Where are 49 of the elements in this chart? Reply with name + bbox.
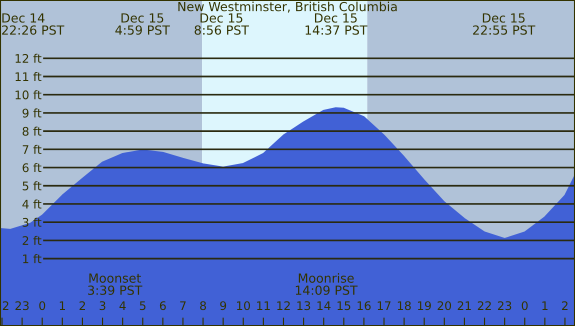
x-tick-label: 11	[257, 301, 270, 310]
chart-title: New Westminster, British Columbia	[178, 2, 397, 13]
annotation: Dec 15 4:59 PST	[115, 13, 170, 35]
x-tick-label: 17	[378, 301, 391, 310]
x-tick-label: 0	[39, 301, 46, 310]
annotation: Moonset 3:39 PST	[88, 274, 142, 295]
y-tick-label: 5 ft	[22, 181, 42, 190]
annotation: Dec 14 22:26 PST	[2, 13, 64, 35]
y-tick-label: 12 ft	[16, 54, 42, 63]
x-tick-label: 8	[200, 301, 206, 310]
y-tick-label: 2 ft	[22, 236, 42, 245]
x-tick-label: 9	[220, 301, 226, 310]
x-tick-label: 13	[297, 301, 310, 310]
y-tick-label: 7 ft	[22, 144, 42, 154]
annotation: Moonrise 14:09 PST	[296, 273, 358, 295]
x-tick-label: 16	[358, 301, 371, 310]
x-tick-label: 2	[562, 301, 568, 310]
y-tick-label: 9 ft	[22, 108, 42, 118]
y-tick-label: 1 ft	[23, 254, 42, 264]
y-tick-label: 3 ft	[22, 218, 42, 227]
x-tick-label: 1	[542, 301, 548, 310]
y-tick-label: 10 ft	[16, 90, 42, 100]
x-tick-label: 12	[277, 301, 290, 310]
x-tick-label: 5	[140, 301, 146, 310]
x-tick-label: 15	[338, 301, 350, 310]
x-tick-label: 22	[478, 301, 491, 310]
x-tick-label: 6	[160, 301, 166, 310]
annotation: Dec 15 14:37 PST	[306, 13, 368, 35]
x-tick-label: 1	[60, 301, 65, 310]
x-tick-label: 19	[418, 301, 431, 310]
y-tick-label: 6 ft	[22, 163, 42, 172]
x-tick-label: 23	[498, 301, 512, 310]
annotation: Dec 15 22:55 PST	[473, 13, 536, 35]
x-tick-label: 2	[2, 301, 8, 310]
y-tick-label: 4 ft	[22, 199, 42, 208]
y-tick-label: 11 ft	[16, 72, 42, 81]
annotation: Dec 15 8:56 PST	[194, 13, 249, 35]
x-tick-label: 20	[438, 301, 452, 310]
x-tick-label: 3	[100, 301, 106, 310]
x-tick-label: 23	[15, 301, 29, 310]
x-tick-label: 14	[317, 301, 331, 310]
x-tick-label: 4	[119, 301, 126, 310]
x-tick-label: 7	[180, 301, 186, 310]
x-tick-label: 2	[80, 301, 86, 310]
x-tick-label: 18	[398, 301, 411, 310]
x-tick-label: 10	[237, 301, 250, 310]
y-tick-label: 8 ft	[22, 126, 42, 136]
x-tick-label: 21	[458, 301, 471, 310]
x-tick-label: 0	[522, 301, 528, 310]
